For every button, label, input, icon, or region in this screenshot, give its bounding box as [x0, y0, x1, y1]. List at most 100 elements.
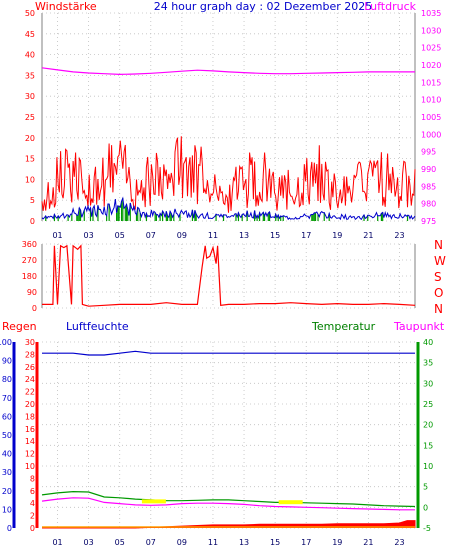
direction-letter-o: O [434, 286, 443, 300]
rain-tick-label: 4 [30, 499, 35, 508]
direction-letter-w: W [434, 254, 446, 268]
temperature-tick-label: 35 [423, 359, 433, 368]
direction-letter-n-bottom: N [434, 302, 443, 316]
pressure-tick-label: 1025 [421, 44, 441, 53]
direction-letter-n-top: N [434, 238, 443, 252]
rain-tick-label: 22 [25, 388, 35, 397]
rain-tick-label: 16 [25, 425, 35, 434]
rain-axis-title: Regen [2, 320, 37, 333]
temperature-tick-label: 15 [423, 441, 433, 450]
climate-hour-tick-label: 03 [84, 538, 94, 547]
graph-title: 24 hour graph day : 02 Dezember 2025 [154, 0, 373, 13]
direction-letter-s: S [434, 270, 442, 284]
temperature-axis-title: Temperatur [311, 320, 376, 333]
rain-tick-label: 8 [30, 474, 35, 483]
temperature-highlight-blip [278, 500, 303, 505]
climate-hour-tick-label: 13 [239, 538, 249, 547]
rain-tick-label: 0 [30, 524, 35, 533]
wind-hour-tick-label: 03 [84, 231, 94, 240]
climate-hour-tick-label: 17 [301, 538, 311, 547]
pressure-tick-label: 995 [421, 148, 436, 157]
climate-hour-tick-label: 01 [52, 538, 62, 547]
wind-left-tick-label: 5 [30, 196, 35, 205]
rain-tick-label: 6 [30, 487, 35, 496]
pressure-tick-label: 1005 [421, 113, 441, 122]
rain-tick-label: 10 [25, 462, 35, 471]
dewpoint-line [41, 497, 415, 511]
climate-hour-tick-label: 09 [177, 538, 187, 547]
climate-hour-tick-label: 19 [332, 538, 342, 547]
temperature-line [41, 490, 416, 508]
rain-tick-label: 2 [30, 512, 35, 521]
wind-left-tick-label: 10 [25, 175, 35, 184]
rain-tick-label: 26 [25, 363, 35, 372]
humidity-tick-label: 60 [2, 412, 12, 421]
wind-hour-tick-label: 19 [332, 231, 342, 240]
rain-tick-label: 20 [25, 400, 35, 409]
temperature-tick-label: 25 [423, 400, 433, 409]
wind-hour-tick-label: 15 [270, 231, 280, 240]
wind-direction-line [42, 244, 416, 307]
wind-hour-tick-label: 09 [177, 231, 187, 240]
pressure-tick-label: 1020 [421, 61, 441, 70]
pressure-tick-label: 1000 [421, 130, 441, 139]
climate-hour-tick-label: 07 [146, 538, 156, 547]
humidity-tick-label: 40 [2, 450, 12, 459]
rain-tick-label: 28 [25, 350, 35, 359]
direction-tick-label: 90 [27, 288, 37, 297]
wind-hour-tick-label: 21 [363, 231, 373, 240]
temperature-tick-label: 40 [423, 338, 433, 347]
wind-hour-tick-label: 05 [115, 231, 125, 240]
humidity-tick-label: 20 [2, 487, 12, 496]
direction-tick-label: 360 [22, 240, 37, 249]
direction-tick-label: 180 [22, 272, 37, 281]
temperature-tick-label: 30 [423, 379, 433, 388]
wind-left-tick-label: 45 [25, 30, 35, 39]
wind-left-tick-label: 35 [25, 71, 35, 80]
rain-tick-label: 24 [25, 375, 35, 384]
temperature-tick-label: 20 [423, 421, 433, 430]
pressure-tick-label: 990 [421, 165, 436, 174]
wind-left-tick-label: 50 [25, 9, 35, 18]
temperature-tick-label: 10 [423, 462, 433, 471]
humidity-tick-label: 100 [0, 338, 12, 347]
humidity-tick-label: 10 [2, 505, 12, 514]
pressure-tick-label: 985 [421, 182, 436, 191]
direction-tick-label: 270 [22, 256, 37, 265]
wind-left-tick-label: 15 [25, 155, 35, 164]
wind-hour-tick-label: 13 [239, 231, 249, 240]
humidity-tick-label: 90 [2, 357, 12, 366]
temperature-tick-label: 5 [423, 483, 428, 492]
climate-hour-tick-label: 11 [208, 538, 218, 547]
pressure-tick-label: 980 [421, 200, 436, 209]
climate-hour-tick-label: 21 [363, 538, 373, 547]
wind-left-tick-label: 40 [25, 51, 35, 60]
humidity-tick-label: 80 [2, 375, 12, 384]
wind-left-tick-label: 25 [25, 113, 35, 122]
pressure-line [41, 67, 415, 76]
wind-left-tick-label: 30 [25, 92, 35, 101]
wind-hour-tick-label: 23 [394, 231, 404, 240]
dewpoint-axis-title: Taupunkt [393, 320, 445, 333]
temperature-tick-label: 0 [423, 503, 428, 512]
climate-hour-tick-label: 15 [270, 538, 280, 547]
pressure-tick-label: 1030 [421, 26, 441, 35]
humidity-tick-label: 70 [2, 394, 12, 403]
pressure-tick-label: 1035 [421, 9, 441, 18]
humidity-tick-label: 0 [7, 524, 12, 533]
rain-tick-label: 12 [25, 450, 35, 459]
rain-tick-label: 14 [25, 437, 35, 446]
humidity-axis-title: Luftfeuchte [66, 320, 129, 333]
temperature-tick-label: -5 [423, 524, 431, 533]
wind-hour-tick-label: 17 [301, 231, 311, 240]
climate-hour-tick-label: 05 [115, 538, 125, 547]
pressure-tick-label: 1010 [421, 96, 441, 105]
wind-gust-line [41, 136, 416, 213]
wind-hour-tick-label: 07 [146, 231, 156, 240]
humidity-tick-label: 30 [2, 468, 12, 477]
pressure-tick-label: 975 [421, 217, 436, 226]
rain-tick-label: 30 [25, 338, 35, 347]
temperature-highlight-blip [141, 499, 166, 504]
